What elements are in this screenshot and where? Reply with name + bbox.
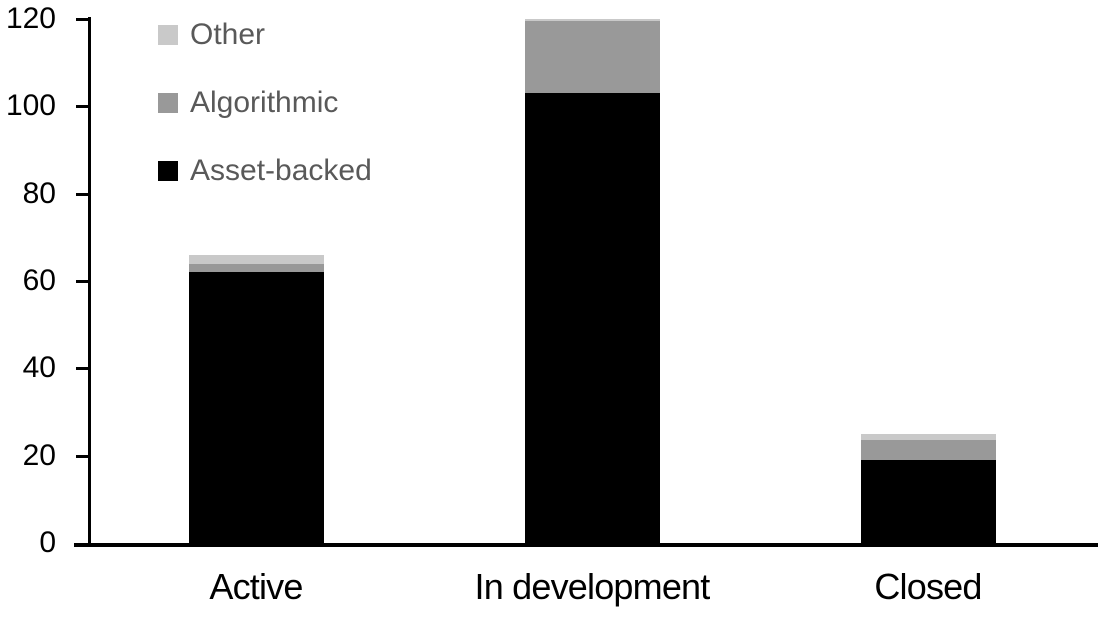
y-tick-label: 20: [22, 438, 56, 472]
y-tick-label: 40: [22, 351, 56, 385]
bar-segment-asset-backed: [188, 272, 324, 543]
y-axis-tick: [76, 192, 90, 196]
bar-segment-algorithmic: [860, 440, 996, 461]
bar-segment-other: [860, 433, 996, 441]
bar-segment-other: [188, 254, 324, 264]
y-tick-label: 0: [39, 526, 56, 559]
x-category-label: Active: [209, 566, 303, 607]
y-tick-label: 80: [22, 176, 56, 210]
legend-label-algorithmic: Algorithmic: [190, 86, 339, 119]
legend-swatch-asset-backed-icon: [158, 160, 178, 181]
y-axis-tick: [76, 18, 90, 21]
y-axis-tick: [76, 280, 90, 283]
bar-segment-asset-backed: [860, 460, 996, 543]
legend-item-asset-backed: Asset-backed: [158, 153, 372, 188]
y-axis-tick: [76, 105, 90, 109]
legend-label-other: Other: [190, 18, 266, 51]
y-axis-tick: [76, 367, 90, 371]
y-tick-label: 100: [5, 89, 56, 123]
legend-swatch-algorithmic-icon: [158, 92, 178, 113]
legend-item-algorithmic: Algorithmic: [158, 85, 338, 120]
legend-label-asset-backed: Asset-backed: [190, 154, 372, 187]
bar-segment-other: [524, 19, 660, 22]
legend-item-other: Other: [158, 17, 265, 52]
bar-segment-asset-backed: [524, 93, 660, 543]
x-category-label: Closed: [874, 566, 982, 607]
x-category-label: In development: [474, 566, 711, 607]
bar-segment-algorithmic: [524, 21, 660, 94]
legend-swatch-other-icon: [158, 24, 178, 45]
x-axis-line: [74, 543, 1098, 547]
y-tick-label: 120: [5, 2, 56, 35]
bar-segment-algorithmic: [188, 263, 324, 273]
y-tick-label: 60: [22, 264, 56, 297]
y-axis-tick: [76, 454, 90, 458]
